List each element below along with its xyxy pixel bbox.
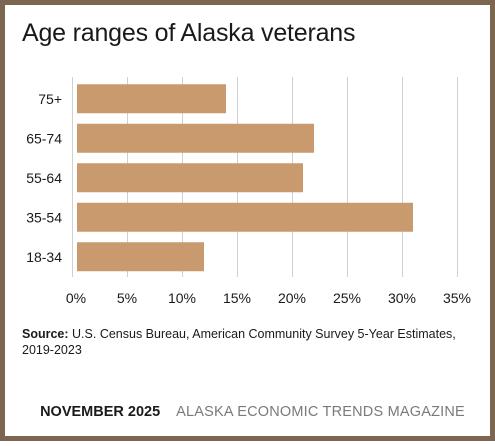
bar [77, 163, 303, 193]
category-label: 18-34 [26, 249, 62, 265]
x-tick-label: 35% [443, 290, 471, 306]
x-tick-label: 25% [333, 290, 361, 306]
footer-publication: ALASKA ECONOMIC TRENDS MAGAZINE [176, 404, 465, 420]
source-note: Source: U.S. Census Bureau, American Com… [22, 326, 477, 358]
bar [77, 242, 204, 272]
category-label: 55-64 [26, 170, 62, 186]
x-tick-label: 0% [66, 290, 86, 306]
footer: NOVEMBER 2025 ALASKA ECONOMIC TRENDS MAG… [5, 404, 495, 420]
bar-chart: 0% 5% 10% 15% 20% 25% 30% 35% 75+ 65-74 55-64 35-54… [26, 77, 471, 306]
x-tick-label: 30% [388, 290, 416, 306]
category-label: 65-74 [26, 130, 62, 146]
x-tick-label: 10% [168, 290, 196, 306]
x-tick-label: 15% [223, 290, 251, 306]
footer-date: NOVEMBER 2025 [40, 404, 161, 420]
x-tick-label: 20% [278, 290, 306, 306]
category-label: 75+ [38, 91, 62, 107]
bar [77, 202, 413, 232]
bar [77, 123, 314, 153]
source-label: Source: [22, 327, 69, 341]
source-text: U.S. Census Bureau, American Community S… [22, 327, 456, 357]
x-tick-label: 5% [117, 290, 137, 306]
category-label: 35-54 [26, 209, 62, 225]
bar [77, 84, 226, 114]
chart-title: Age ranges of Alaska veterans [22, 19, 356, 47]
